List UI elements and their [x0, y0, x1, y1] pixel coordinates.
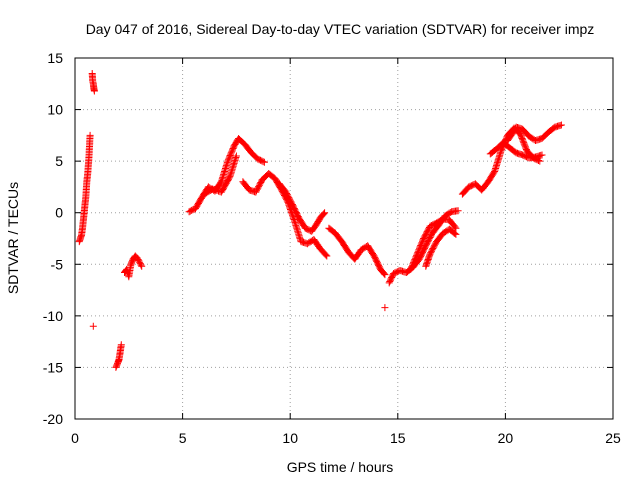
series-c4	[275, 180, 329, 235]
x-tick-label: 5	[179, 430, 187, 446]
data-point-markers	[200, 152, 240, 198]
data-point-markers	[381, 304, 389, 312]
y-axis-label: SDTVAR / TECUs	[5, 182, 21, 294]
series-a3	[89, 322, 97, 330]
y-tick-label: -15	[43, 359, 63, 375]
plot-frame	[74, 57, 614, 420]
y-tick-label: -5	[51, 256, 64, 272]
x-tick-label: 20	[498, 430, 514, 446]
x-tick-label: 15	[390, 430, 406, 446]
y-tick-label: 0	[55, 205, 63, 221]
x-tick-label: 10	[282, 430, 298, 446]
data-point-markers	[275, 180, 329, 235]
series-d3	[422, 225, 460, 270]
series-c3	[239, 170, 331, 260]
data-point-markers	[407, 215, 460, 273]
y-tick-label: -20	[43, 411, 63, 427]
data-point-markers	[112, 341, 125, 371]
series-d2	[407, 215, 460, 273]
series-b2	[121, 252, 146, 281]
data-point-markers	[422, 225, 460, 270]
data-point-markers	[88, 70, 98, 95]
y-tick-label: 5	[55, 153, 63, 169]
data-point-markers	[239, 170, 331, 260]
series-e2	[486, 139, 546, 162]
data-point-markers	[75, 131, 94, 246]
data-point-markers	[325, 224, 389, 279]
x-tick-label: 25	[605, 430, 621, 446]
series-a1	[75, 131, 94, 246]
y-tick-label: -10	[43, 308, 63, 324]
series-c5	[325, 224, 389, 279]
chart-title: Day 047 of 2016, Sidereal Day-to-day VTE…	[86, 21, 595, 37]
series-b1	[112, 341, 125, 371]
data-point-markers	[504, 121, 565, 144]
series-e3	[504, 121, 565, 144]
y-tick-label: 15	[47, 50, 63, 66]
x-tick-label: 0	[71, 430, 79, 446]
series-c6	[381, 304, 389, 312]
x-axis-label: GPS time / hours	[287, 459, 394, 475]
data-point-markers	[89, 322, 97, 330]
axis-ticks: 0 5 10 15 20 25 -20 -15 -10 -5 0 5 10 15	[43, 50, 621, 446]
grid-lines	[75, 58, 613, 419]
data-points	[75, 70, 565, 371]
series-c2	[200, 152, 240, 198]
data-point-markers	[121, 252, 146, 281]
y-tick-label: 10	[47, 102, 63, 118]
data-point-markers	[486, 139, 546, 162]
series-a2	[88, 70, 98, 95]
